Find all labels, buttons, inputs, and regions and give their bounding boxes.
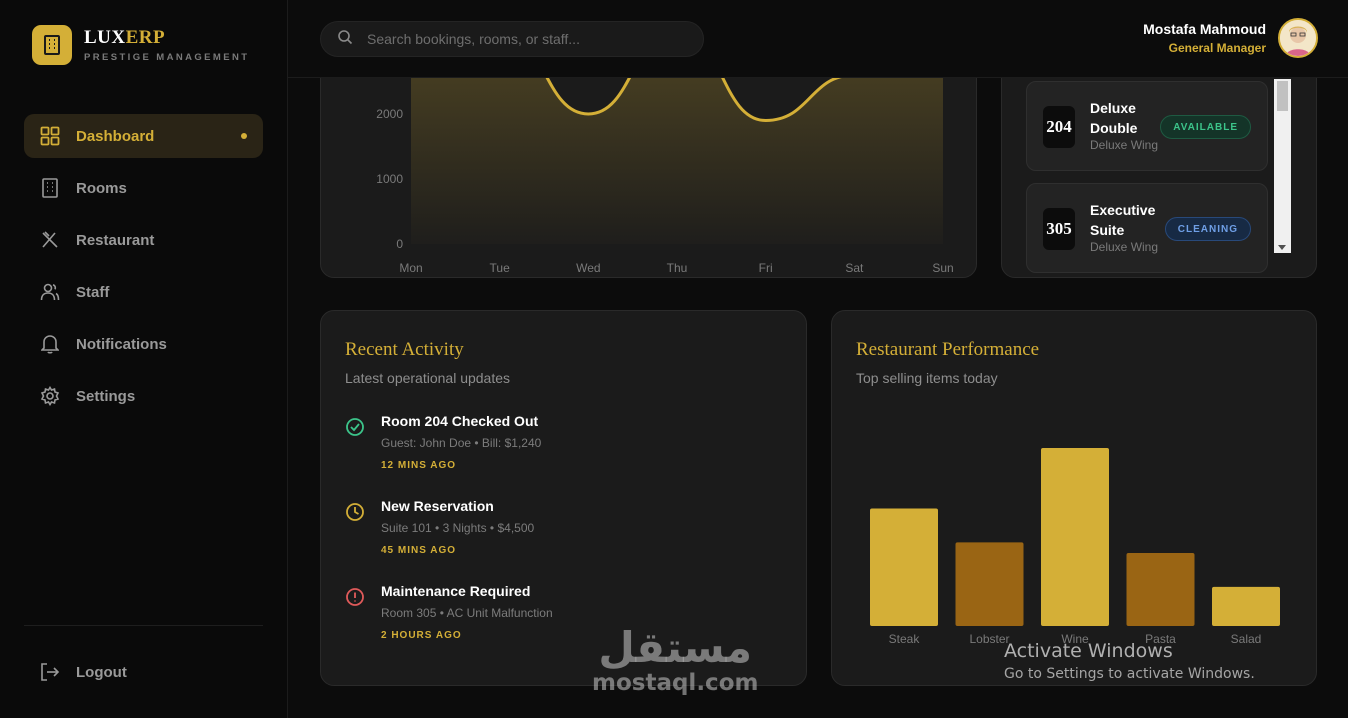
bar — [870, 508, 938, 626]
revenue-area-fill — [411, 41, 943, 244]
room-wing: Deluxe Wing — [1090, 240, 1159, 254]
x-tick-label: Mon — [399, 261, 422, 275]
sidebar-item-label: Dashboard — [76, 127, 155, 145]
user-profile[interactable]: Mostafa Mahmoud General Manager — [1143, 18, 1318, 58]
y-tick-label: 2000 — [376, 107, 403, 121]
search-icon — [337, 29, 353, 50]
sidebar-item-label: Settings — [76, 387, 136, 405]
room-number: 305 — [1043, 208, 1075, 250]
building-icon — [39, 177, 61, 199]
x-tick-label: Wed — [576, 261, 600, 275]
sidebar-item-label: Notifications — [76, 335, 167, 353]
y-tick-label: 0 — [396, 237, 403, 251]
user-role: General Manager — [1168, 41, 1266, 55]
sidebar-item-dashboard[interactable]: Dashboard — [24, 114, 263, 158]
room-number: 204 — [1043, 106, 1075, 148]
top-header: Mostafa Mahmoud General Manager — [288, 0, 1348, 78]
bar-label: Steak — [889, 632, 921, 646]
bar-label: Lobster — [969, 632, 1009, 646]
restaurant-bar-chart: Steak Lobster Wine Pasta Salad — [870, 448, 1280, 646]
search-input[interactable] — [367, 31, 687, 47]
status-badge: AVAILABLE — [1160, 115, 1251, 139]
room-wing: Deluxe Wing — [1090, 138, 1159, 152]
sidebar-item-restaurant[interactable]: Restaurant — [24, 218, 263, 262]
bell-icon — [39, 333, 61, 355]
activity-desc: Suite 101 • 3 Nights • $4,500 — [381, 521, 535, 535]
sidebar-item-settings[interactable]: Settings — [24, 374, 263, 418]
x-tick-label: Sat — [845, 261, 864, 275]
restaurant-performance-card: Restaurant Performance Top selling items… — [831, 310, 1317, 686]
card-title: Recent Activity — [345, 339, 464, 360]
recent-activity-card: Recent Activity Latest operational updat… — [320, 310, 807, 686]
check-circle-icon — [345, 417, 365, 437]
logout-button[interactable]: Logout — [24, 650, 263, 694]
status-badge: CLEANING — [1164, 217, 1251, 241]
bar-label: Salad — [1231, 632, 1262, 646]
gear-icon — [39, 385, 61, 407]
room-name: Deluxe Double — [1090, 100, 1138, 136]
bar-label: Pasta — [1145, 632, 1176, 646]
sidebar-divider — [24, 625, 263, 626]
brand-subtitle: PRESTIGE MANAGEMENT — [84, 51, 250, 63]
activity-desc: Room 305 • AC Unit Malfunction — [381, 606, 553, 620]
room-card-204[interactable]: 204 Deluxe Double Deluxe Wing AVAILABLE — [1026, 81, 1268, 171]
room-status-card: 204 Deluxe Double Deluxe Wing AVAILABLE … — [1001, 40, 1317, 278]
bar — [1041, 448, 1109, 626]
card-subtitle: Top selling items today — [856, 370, 998, 386]
avatar[interactable] — [1278, 18, 1318, 58]
card-title: Restaurant Performance — [856, 339, 1040, 360]
active-indicator — [241, 133, 247, 139]
room-name: Executive Suite — [1090, 202, 1156, 238]
x-tick-label: Sun — [932, 261, 953, 275]
sidebar-item-staff[interactable]: Staff — [24, 270, 263, 314]
card-subtitle: Latest operational updates — [345, 370, 511, 386]
clock-icon — [345, 502, 365, 522]
activate-windows-watermark: Activate Windows Go to Settings to activ… — [1004, 640, 1255, 682]
building-icon — [32, 25, 72, 65]
sidebar: LUXERP PRESTIGE MANAGEMENT Dashboard Roo… — [0, 0, 288, 718]
users-icon — [39, 281, 61, 303]
logout-icon — [39, 661, 61, 683]
utensils-icon — [39, 229, 61, 251]
sidebar-nav: Dashboard Rooms Restaurant Staff Noti — [24, 114, 263, 426]
x-tick-label: Thu — [667, 261, 688, 275]
brand-name: LUXERP — [84, 26, 166, 48]
brand[interactable]: LUXERP PRESTIGE MANAGEMENT — [32, 25, 249, 65]
sidebar-item-rooms[interactable]: Rooms — [24, 166, 263, 210]
logout-label: Logout — [76, 663, 127, 681]
scrollbar-thumb[interactable] — [1277, 81, 1288, 111]
rooms-scrollbar[interactable] — [1274, 79, 1291, 253]
scroll-down-icon[interactable] — [1278, 245, 1286, 250]
bar-label: Wine — [1061, 632, 1089, 646]
activity-desc: Guest: John Doe • Bill: $1,240 — [381, 436, 542, 450]
alert-circle-icon — [345, 587, 365, 607]
room-card-305[interactable]: 305 Executive Suite Deluxe Wing CLEANING — [1026, 183, 1268, 273]
mostaql-watermark: مستقل mostaql.com — [592, 623, 759, 697]
bar — [955, 542, 1024, 626]
activity-title: Maintenance Required — [381, 583, 531, 599]
activity-time: 45 MINS AGO — [381, 545, 457, 556]
bar — [1212, 586, 1280, 626]
activity-time: 12 MINS AGO — [381, 460, 457, 471]
grid-icon — [39, 125, 61, 147]
x-tick-label: Tue — [490, 261, 511, 275]
activity-title: New Reservation — [381, 498, 494, 514]
sidebar-item-label: Staff — [76, 283, 110, 301]
sidebar-item-label: Rooms — [76, 179, 127, 197]
sidebar-item-notifications[interactable]: Notifications — [24, 322, 263, 366]
activity-time: 2 HOURS AGO — [381, 630, 462, 641]
search-bar[interactable] — [320, 21, 704, 57]
sidebar-item-label: Restaurant — [76, 231, 155, 249]
user-name: Mostafa Mahmoud — [1143, 21, 1266, 37]
bar — [1126, 553, 1195, 626]
activity-title: Room 204 Checked Out — [381, 413, 539, 429]
x-tick-label: Fri — [759, 261, 773, 275]
y-tick-label: 1000 — [376, 172, 403, 186]
